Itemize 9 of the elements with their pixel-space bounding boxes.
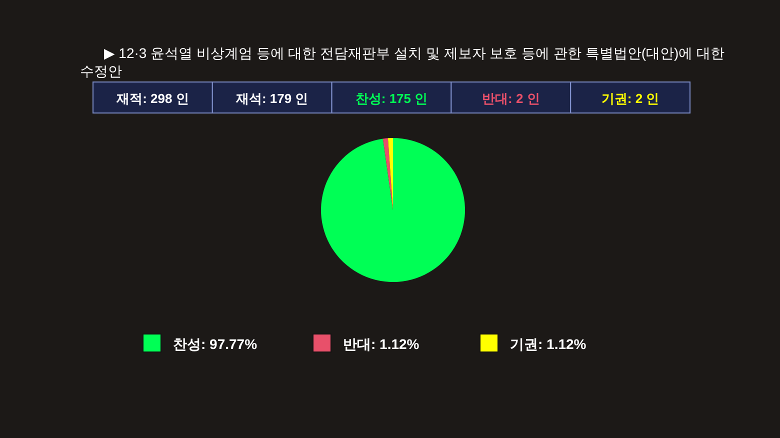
- legend-label: 찬성: 97.77%: [173, 336, 258, 352]
- text: 찬성: 175 인: [355, 91, 428, 106]
- chart-title: ▶ 12·3 윤석열 비상계엄 등에 대한 전담재판부 설치 및 제보자 보호 등에 관한 특별법안(대안)에 대한 수정안: [80, 44, 726, 80]
- text: 반대: 2 인: [482, 91, 540, 106]
- legend-label: 기권: 1.12%: [510, 336, 587, 352]
- text: 재석: 179 인: [234, 91, 308, 106]
- legend-label: 반대: 1.12%: [343, 336, 420, 352]
- text: 재적: 298 인: [116, 91, 189, 106]
- text: 기권: 2 인: [601, 91, 660, 106]
